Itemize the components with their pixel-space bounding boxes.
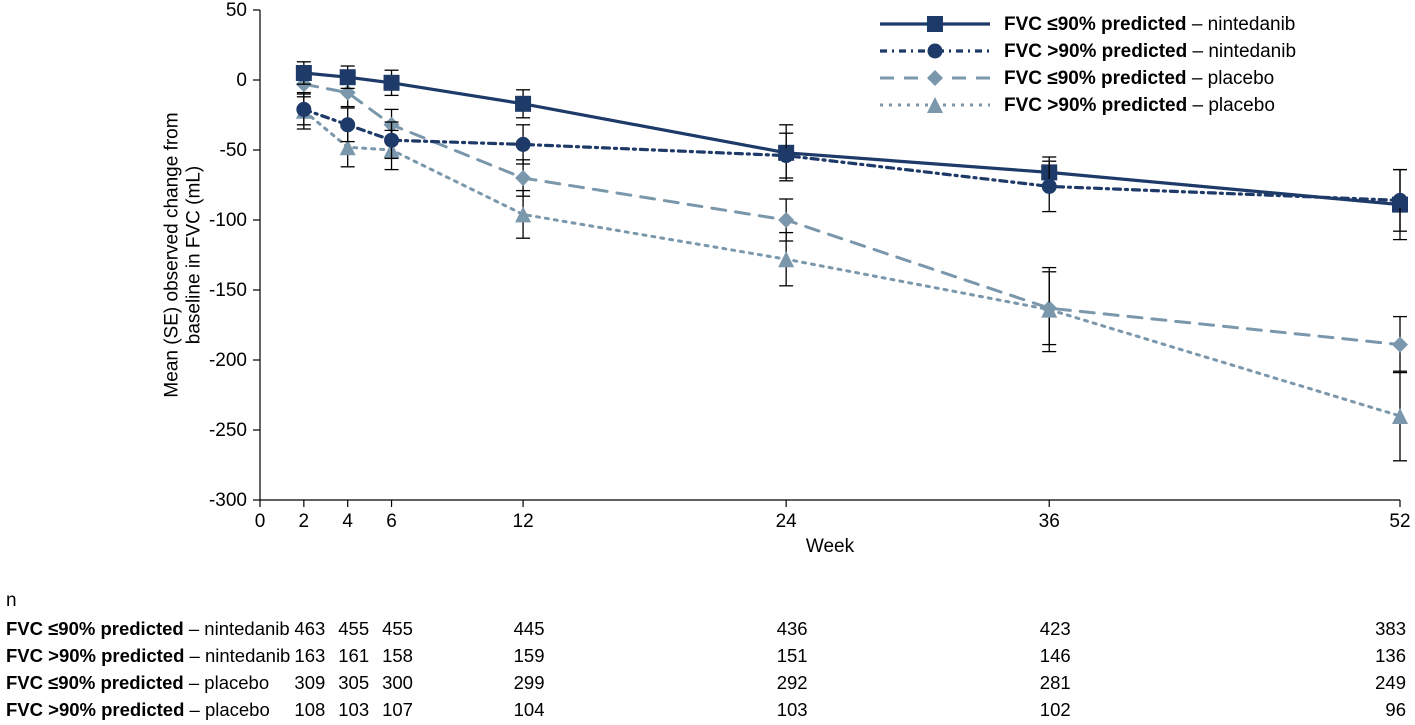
series-s3 bbox=[296, 72, 1408, 373]
n-table-header: n bbox=[6, 586, 1415, 615]
svg-text:FVC >90% predicted – nintedani: FVC >90% predicted – nintedanib bbox=[1004, 41, 1296, 62]
n-table-row: FVC >90% predicted – nintedanib163161158… bbox=[6, 642, 1415, 669]
svg-text:52: 52 bbox=[1389, 511, 1410, 532]
svg-text:4: 4 bbox=[342, 511, 353, 532]
svg-text:24: 24 bbox=[776, 511, 798, 532]
svg-text:FVC ≤90% predicted – placebo: FVC ≤90% predicted – placebo bbox=[1004, 68, 1274, 89]
figure-root: { "chart": { "type": "line-errorbar", "w… bbox=[0, 0, 1415, 725]
svg-text:50: 50 bbox=[226, 0, 247, 21]
n-table-row: FVC >90% predicted – placebo108103107104… bbox=[6, 696, 1415, 723]
svg-text:12: 12 bbox=[513, 511, 534, 532]
svg-text:-300: -300 bbox=[209, 490, 247, 511]
series-s4 bbox=[296, 93, 1408, 461]
svg-text:Week: Week bbox=[806, 536, 855, 557]
svg-text:-200: -200 bbox=[209, 350, 247, 371]
svg-text:-150: -150 bbox=[209, 280, 247, 301]
legend: FVC ≤90% predicted – nintedanib FVC >90% … bbox=[880, 14, 1296, 116]
svg-text:-100: -100 bbox=[209, 210, 247, 231]
svg-text:0: 0 bbox=[255, 511, 266, 532]
n-table: nFVC ≤90% predicted – nintedanib46345545… bbox=[6, 586, 1415, 723]
n-table-row: FVC ≤90% predicted – nintedanib463455455… bbox=[6, 615, 1415, 642]
svg-text:Mean (SE) observed change from: Mean (SE) observed change frombaseline i… bbox=[162, 112, 205, 397]
svg-text:36: 36 bbox=[1039, 511, 1060, 532]
svg-text:FVC >90% predicted – placebo: FVC >90% predicted – placebo bbox=[1004, 95, 1275, 116]
svg-text:-50: -50 bbox=[220, 140, 247, 161]
svg-text:FVC ≤90% predicted – nintedani: FVC ≤90% predicted – nintedanib bbox=[1004, 14, 1295, 35]
svg-text:-250: -250 bbox=[209, 420, 247, 441]
n-table-row: FVC ≤90% predicted – placebo309305300299… bbox=[6, 669, 1415, 696]
svg-text:0: 0 bbox=[236, 70, 247, 91]
svg-text:6: 6 bbox=[386, 511, 397, 532]
svg-text:2: 2 bbox=[299, 511, 310, 532]
